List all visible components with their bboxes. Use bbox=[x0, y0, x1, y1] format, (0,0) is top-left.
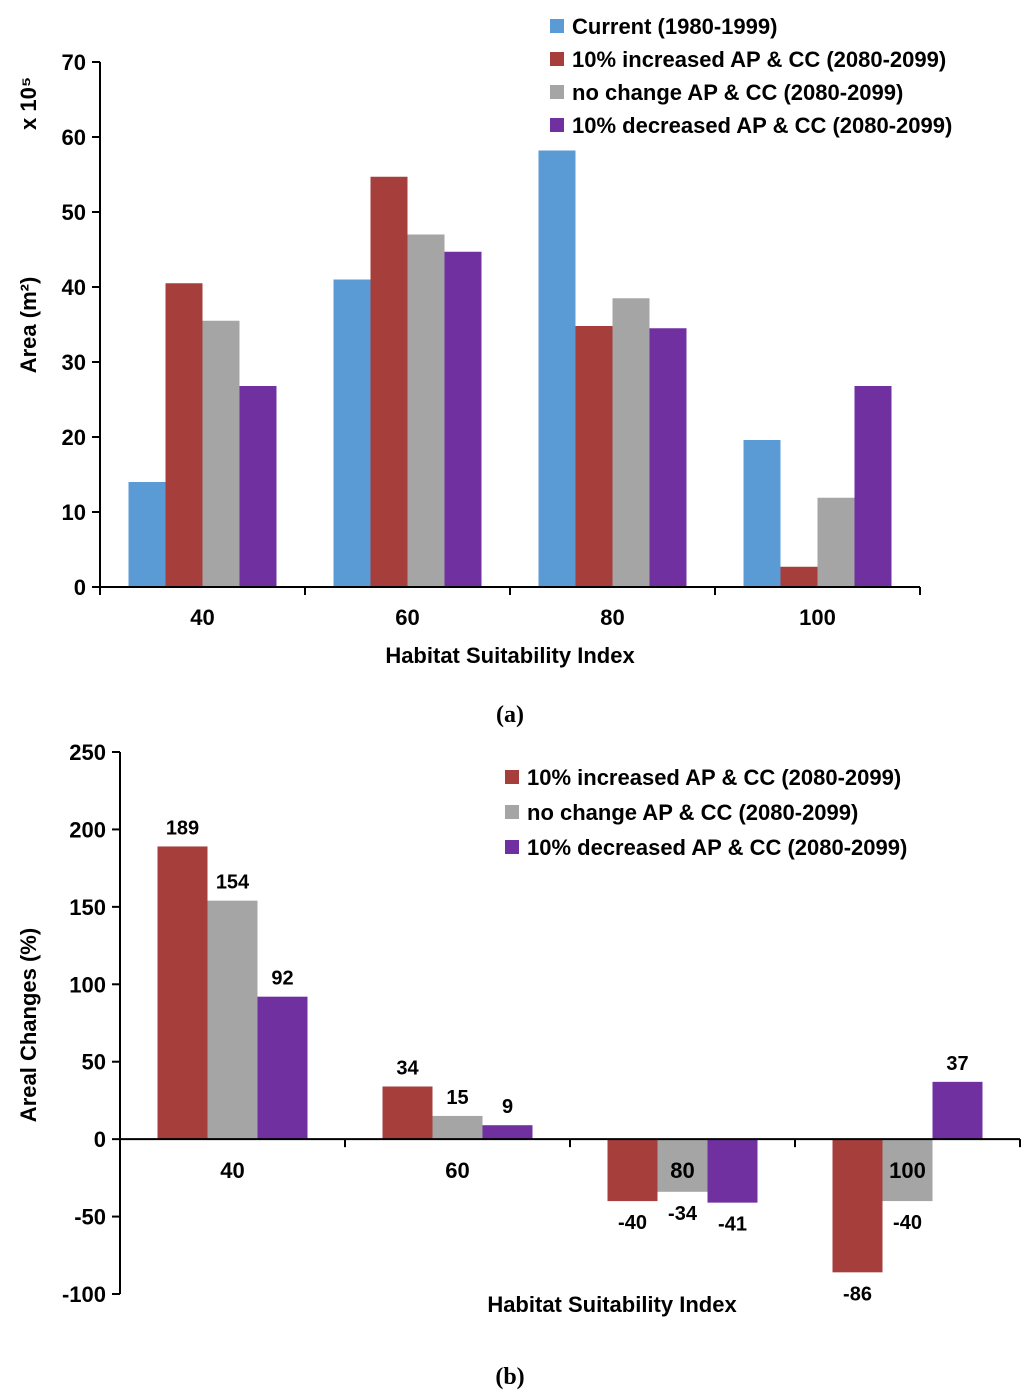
legend-label-nochange: no change AP & CC (2080-2099) bbox=[527, 800, 858, 825]
chart-panel-a: 0 10 20 30 40 50 60 70 40 60 80 100 x 10⁵ Area (m²… bbox=[16, 14, 952, 728]
bar-nochange-100 bbox=[882, 1139, 933, 1202]
bar-increased-40 bbox=[165, 283, 203, 587]
legend-label-increased: 10% increased AP & CC (2080-2099) bbox=[527, 765, 901, 790]
bar-decreased-60 bbox=[482, 1125, 533, 1140]
legend-label-nochange: no change AP & CC (2080-2099) bbox=[572, 80, 903, 105]
bar-current-40 bbox=[128, 482, 166, 587]
y-tick-label: 20 bbox=[62, 425, 86, 450]
bar-increased-80 bbox=[607, 1139, 658, 1202]
bar-nochange-80 bbox=[657, 1139, 708, 1192]
data-label-nochange-40: 154 bbox=[216, 872, 250, 894]
chart-b-y-axis-label: Areal Changes (%) bbox=[16, 928, 41, 1122]
y-tick-label: 150 bbox=[69, 895, 106, 920]
x-tick-label-80: 80 bbox=[600, 605, 624, 630]
y-tick-label: 70 bbox=[62, 50, 86, 75]
y-tick-label: 200 bbox=[69, 817, 106, 842]
y-tick-label: 100 bbox=[69, 972, 106, 997]
chart-a-x-ticks: 40 60 80 100 bbox=[99, 587, 921, 630]
data-label-decreased-80: -41 bbox=[718, 1214, 747, 1236]
bar-nochange-80 bbox=[612, 298, 650, 587]
bar-increased-100 bbox=[832, 1139, 883, 1273]
chart-b-data-labels: 189 34 -40 -86 154 15 -34 -40 92 9 -41 37 bbox=[166, 817, 969, 1305]
y-tick-label: 30 bbox=[62, 350, 86, 375]
bar-decreased-40 bbox=[239, 386, 277, 587]
data-label-increased-100: -86 bbox=[843, 1283, 872, 1305]
bar-decreased-100 bbox=[932, 1081, 983, 1140]
legend-swatch-current bbox=[550, 19, 564, 33]
chart-a-panel-caption: (a) bbox=[496, 702, 524, 728]
bar-nochange-40 bbox=[207, 900, 258, 1140]
bar-decreased-60 bbox=[444, 251, 482, 587]
y-tick-label: 50 bbox=[82, 1050, 106, 1075]
bar-decreased-100 bbox=[854, 386, 892, 587]
bar-current-100 bbox=[743, 440, 781, 587]
data-label-increased-80: -40 bbox=[618, 1212, 647, 1234]
legend-swatch-increased bbox=[505, 770, 519, 784]
legend-label-decreased: 10% decreased AP & CC (2080-2099) bbox=[527, 835, 907, 860]
chart-b-legend: 10% increased AP & CC (2080-2099) no chan… bbox=[505, 765, 907, 860]
bar-nochange-100 bbox=[817, 497, 855, 587]
data-label-nochange-80: -34 bbox=[668, 1203, 698, 1225]
chart-a-y-ticks: 0 10 20 30 40 50 60 70 bbox=[62, 50, 100, 600]
y-tick-label: 10 bbox=[62, 500, 86, 525]
x-tick-label-60: 60 bbox=[445, 1158, 469, 1183]
chart-b-x-axis-label: Habitat Suitability Index bbox=[487, 1292, 737, 1317]
data-label-decreased-60: 9 bbox=[502, 1096, 513, 1118]
x-tick-label-100: 100 bbox=[889, 1158, 926, 1183]
legend-swatch-increased bbox=[550, 52, 564, 66]
legend-label-increased: 10% increased AP & CC (2080-2099) bbox=[572, 47, 946, 72]
bar-decreased-80 bbox=[707, 1139, 758, 1203]
chart-b-x-ticks: 40 60 80 100 bbox=[119, 1139, 1021, 1183]
y-tick-label: -100 bbox=[62, 1282, 106, 1307]
y-tick-label: 0 bbox=[74, 575, 86, 600]
legend-swatch-nochange bbox=[550, 85, 564, 99]
legend-swatch-nochange bbox=[505, 805, 519, 819]
bar-increased-40 bbox=[157, 846, 208, 1140]
data-label-increased-40: 189 bbox=[166, 817, 199, 839]
bar-increased-100 bbox=[780, 566, 818, 587]
x-tick-label-80: 80 bbox=[670, 1158, 694, 1183]
x-tick-label-40: 40 bbox=[220, 1158, 244, 1183]
chart-panel-b: -100 -50 0 50 100 150 200 250 40 60 80 100 189 34 -4… bbox=[16, 740, 1021, 1390]
data-label-decreased-100: 37 bbox=[946, 1053, 968, 1075]
y-tick-label: 50 bbox=[62, 200, 86, 225]
chart-b-y-ticks: -100 -50 0 50 100 150 200 250 bbox=[62, 740, 120, 1307]
data-label-increased-60: 34 bbox=[396, 1057, 419, 1079]
chart-b-bars bbox=[157, 846, 983, 1273]
x-tick-label-40: 40 bbox=[190, 605, 214, 630]
data-label-nochange-60: 15 bbox=[446, 1087, 468, 1109]
chart-a-y-axis-label: Area (m²) bbox=[16, 277, 41, 374]
legend-label-current: Current (1980-1999) bbox=[572, 14, 777, 39]
y-tick-label: -50 bbox=[74, 1205, 106, 1230]
y-tick-label: 250 bbox=[69, 740, 106, 765]
bar-nochange-60 bbox=[432, 1115, 483, 1140]
legend-swatch-decreased bbox=[505, 840, 519, 854]
chart-a-legend: Current (1980-1999) 10% increased AP & CC… bbox=[550, 14, 952, 138]
bar-increased-60 bbox=[370, 176, 408, 587]
y-tick-label: 40 bbox=[62, 275, 86, 300]
chart-a-x-axis-label: Habitat Suitability Index bbox=[385, 643, 635, 668]
x-tick-label-60: 60 bbox=[395, 605, 419, 630]
legend-label-decreased: 10% decreased AP & CC (2080-2099) bbox=[572, 113, 952, 138]
x-tick-label-100: 100 bbox=[799, 605, 836, 630]
bar-current-80 bbox=[538, 150, 576, 587]
bar-nochange-60 bbox=[407, 234, 445, 587]
chart-b-panel-caption: (b) bbox=[495, 1364, 524, 1390]
chart-a-y-multiplier: x 10⁵ bbox=[16, 77, 41, 130]
bar-decreased-80 bbox=[649, 328, 687, 587]
y-tick-label: 0 bbox=[94, 1127, 106, 1152]
bar-decreased-40 bbox=[257, 996, 308, 1140]
bar-increased-60 bbox=[382, 1086, 433, 1140]
y-tick-label: 60 bbox=[62, 125, 86, 150]
legend-swatch-decreased bbox=[550, 118, 564, 132]
bar-increased-80 bbox=[575, 326, 613, 587]
data-label-decreased-40: 92 bbox=[271, 968, 293, 990]
data-label-nochange-100: -40 bbox=[893, 1212, 922, 1234]
bar-nochange-40 bbox=[202, 320, 240, 587]
chart-a-bars bbox=[128, 150, 892, 587]
bar-current-60 bbox=[333, 279, 371, 587]
